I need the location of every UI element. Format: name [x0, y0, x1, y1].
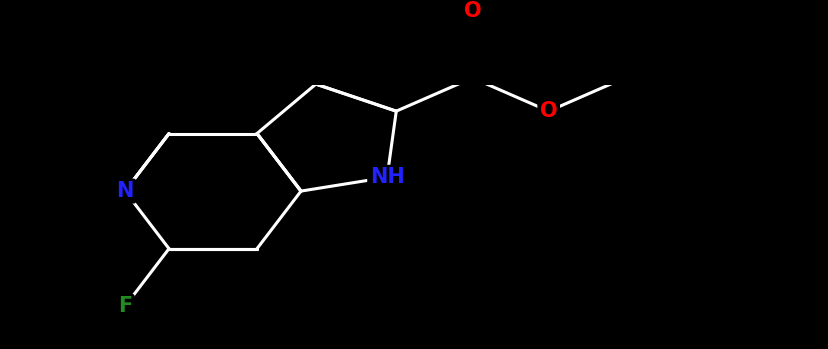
Text: F: F — [118, 296, 132, 316]
Text: NH: NH — [369, 167, 404, 187]
Text: O: O — [539, 101, 557, 121]
Text: O: O — [463, 1, 481, 21]
Text: N: N — [116, 181, 133, 201]
